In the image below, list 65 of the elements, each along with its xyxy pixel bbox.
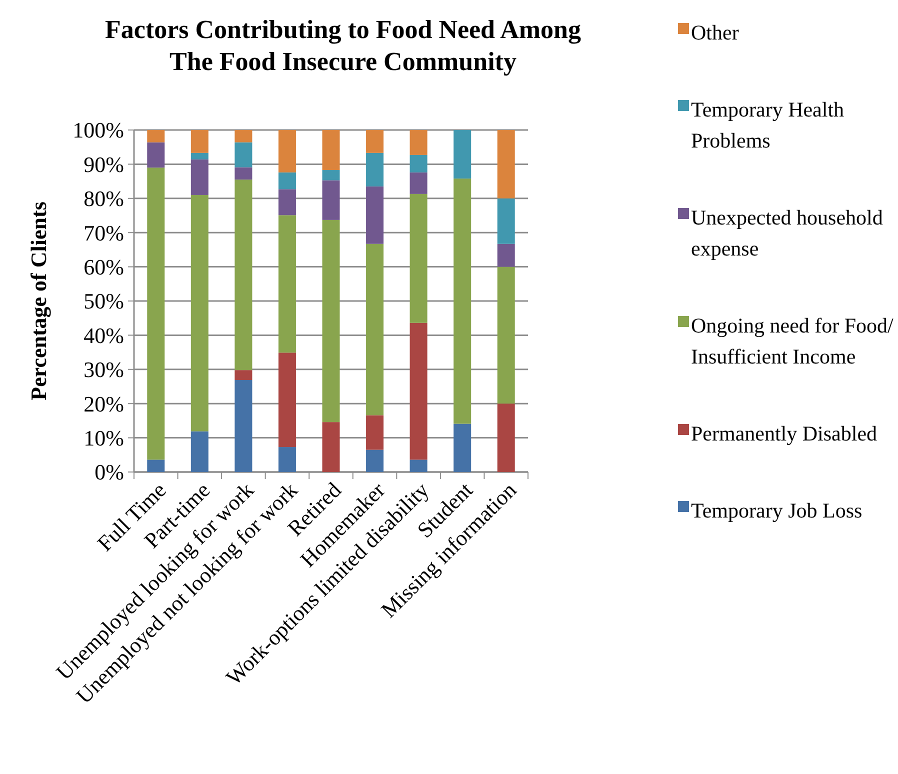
bar xyxy=(147,168,165,460)
bar xyxy=(278,189,296,216)
y-tick-label: 20% xyxy=(84,391,124,416)
bar xyxy=(454,178,472,424)
bar xyxy=(278,172,296,190)
bar xyxy=(278,447,296,472)
bar xyxy=(234,380,252,472)
bar xyxy=(322,422,340,472)
bar xyxy=(366,152,384,186)
y-tick-label: 70% xyxy=(84,220,124,246)
bar xyxy=(234,167,252,180)
bar xyxy=(234,142,252,168)
y-tick-label: 30% xyxy=(84,357,124,382)
bar xyxy=(410,322,428,460)
bar xyxy=(278,352,296,448)
y-tick-label: 10% xyxy=(84,426,124,450)
bar xyxy=(410,172,428,194)
bar xyxy=(322,180,340,220)
bar xyxy=(366,450,384,472)
bar xyxy=(190,431,208,472)
bar xyxy=(322,220,340,422)
bar xyxy=(410,194,428,323)
y-tick-label: 60% xyxy=(84,254,124,280)
bar xyxy=(234,180,252,370)
legend-label: Unexpected household expense xyxy=(691,205,884,260)
bar xyxy=(322,130,340,170)
y-tick-label: 80% xyxy=(84,186,124,212)
y-axis-title: Percentage of Clients xyxy=(26,201,51,400)
bar xyxy=(147,460,165,472)
bar xyxy=(497,198,515,244)
y-tick-label: 40% xyxy=(84,322,124,348)
bar xyxy=(190,194,208,432)
bar xyxy=(190,152,208,160)
bar xyxy=(410,154,428,172)
legend-label: Permanently Disabled xyxy=(691,421,878,446)
legend-label: Temporary Health Problems xyxy=(691,97,845,152)
y-tick-label: 90% xyxy=(84,152,124,177)
y-tick-label: 0% xyxy=(94,460,124,485)
y-tick-label: 50% xyxy=(84,288,124,314)
bar xyxy=(366,415,384,450)
bar xyxy=(190,130,208,153)
legend-label: Ongoing need for Food/ Insufficient Income xyxy=(691,313,894,368)
chart-title: Factors Contributing to Food Need Among The Food Insecure Community xyxy=(105,15,581,76)
bar xyxy=(278,215,296,353)
bar xyxy=(147,130,165,142)
bar xyxy=(147,142,165,168)
legend-label: Other xyxy=(691,20,739,44)
bar xyxy=(410,460,428,472)
bar xyxy=(234,370,252,380)
bar xyxy=(497,130,515,198)
bar xyxy=(366,186,384,244)
legend-label: Temporary Job Loss xyxy=(691,498,862,522)
bar xyxy=(278,130,296,172)
bar xyxy=(454,130,472,179)
bar xyxy=(366,130,384,153)
bar xyxy=(190,159,208,195)
bar xyxy=(497,266,515,404)
bar xyxy=(497,404,515,472)
bar xyxy=(497,244,515,267)
y-tick-label: 100% xyxy=(72,118,124,143)
bar xyxy=(410,130,428,155)
bar xyxy=(366,244,384,416)
bar xyxy=(454,424,472,472)
bar xyxy=(322,170,340,180)
bar xyxy=(234,130,252,142)
